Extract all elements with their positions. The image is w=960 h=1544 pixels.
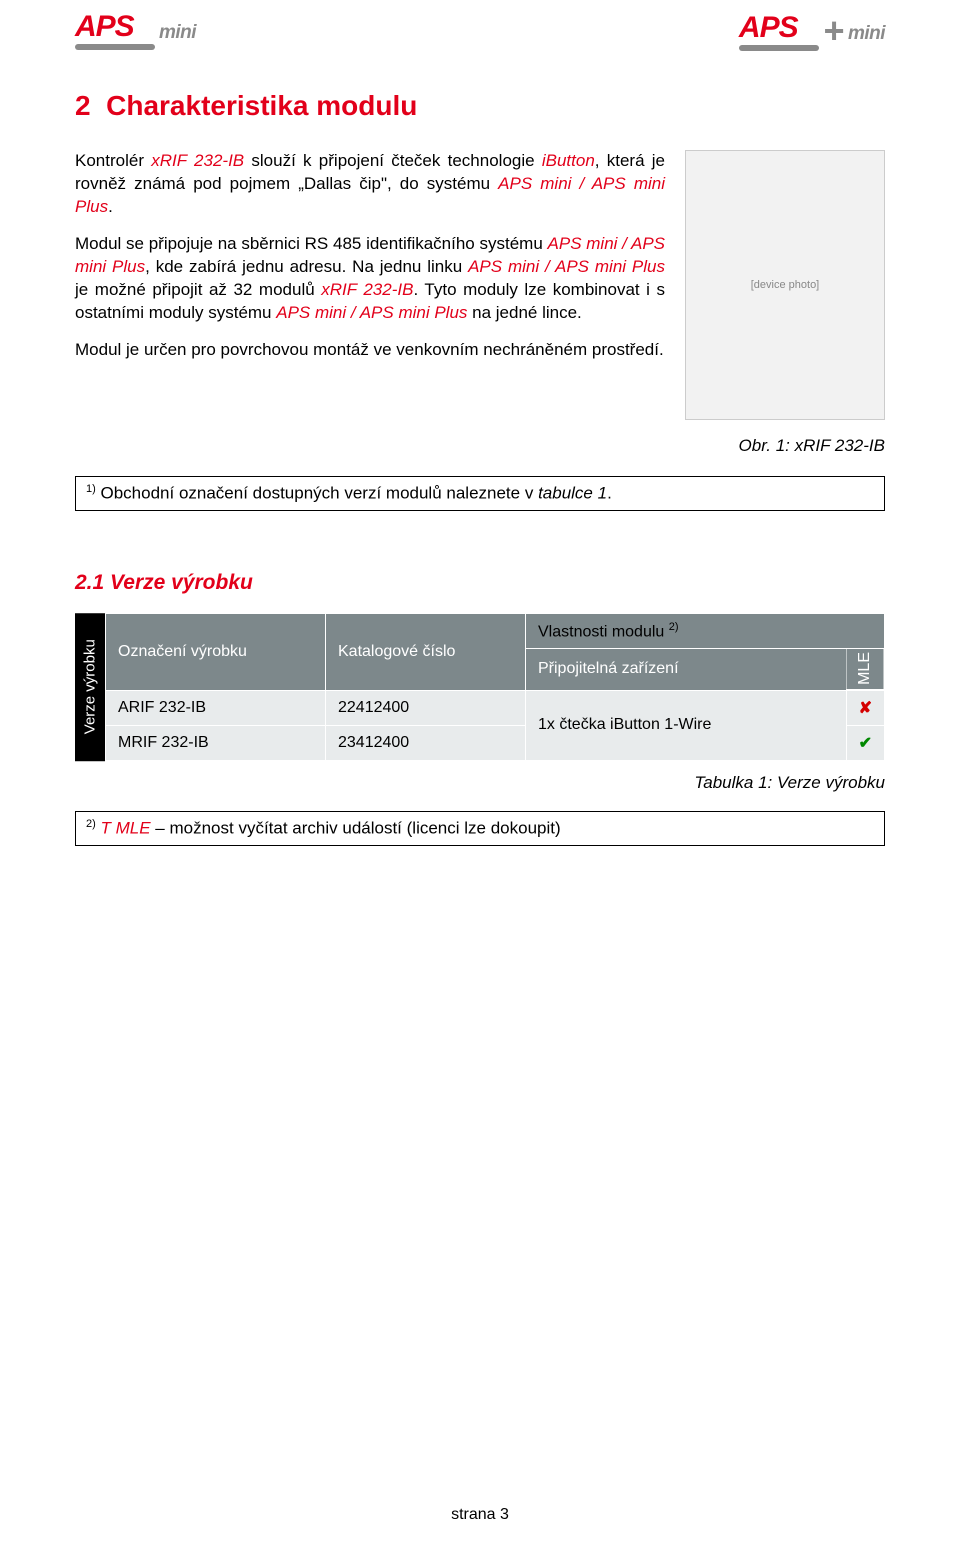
- logo-mini-text: mini: [159, 16, 196, 44]
- mle-mark-x: ✘: [846, 690, 884, 725]
- col-devices: Připojitelná zařízení: [526, 648, 847, 690]
- col-catalog: Katalogové číslo: [326, 613, 526, 690]
- table-row: MRIF 232-IB: [106, 725, 326, 760]
- table-row: ARIF 232-IB: [106, 690, 326, 725]
- figure-caption: Obr. 1: xRIF 232-IB: [75, 436, 885, 456]
- logo-aps-text: APS: [75, 10, 155, 44]
- intro-block: Kontrolér xRIF 232-IB slouží k připojení…: [75, 150, 885, 420]
- col-product: Označení výrobku: [106, 613, 326, 690]
- note-box-1: 1) Obchodní označení dostupných verzí mo…: [75, 476, 885, 511]
- intro-p3: Modul je určen pro povrchovou montáž ve …: [75, 339, 665, 362]
- col-props: Vlastnosti modulu 2): [526, 613, 885, 648]
- intro-text: Kontrolér xRIF 232-IB slouží k připojení…: [75, 150, 665, 420]
- page-content: 2 Charakteristika modulu Kontrolér xRIF …: [0, 60, 960, 846]
- table-vert-label: Verze výrobku: [75, 613, 105, 761]
- subsection-title: 2.1 Verze výrobku: [75, 571, 885, 595]
- table: Označení výrobku Katalogové číslo Vlastn…: [105, 613, 885, 761]
- mle-mark-v: ✔: [846, 725, 884, 760]
- logo-left: APS mini: [75, 10, 196, 50]
- logo-mini-text-r: mini: [848, 17, 885, 45]
- page-header: APS mini APS + mini: [0, 0, 960, 60]
- device-photo: [device photo]: [685, 150, 885, 420]
- intro-p2: Modul se připojuje na sběrnici RS 485 id…: [75, 233, 665, 325]
- col-mle: MLE: [846, 648, 884, 690]
- section-title: 2 Charakteristika modulu: [75, 90, 885, 122]
- table-caption: Tabulka 1: Verze výrobku: [75, 773, 885, 793]
- table-cell-devices: 1x čtečka iButton 1-Wire: [526, 690, 847, 760]
- table-cell: 23412400: [326, 725, 526, 760]
- table-cell: 22412400: [326, 690, 526, 725]
- plus-icon: +: [823, 10, 844, 52]
- page-footer: strana 3: [0, 1506, 960, 1524]
- version-table: Verze výrobku Označení výrobku Katalogov…: [75, 613, 885, 761]
- note-box-2: 2) T MLE – možnost vyčítat archiv událos…: [75, 811, 885, 846]
- intro-p1: Kontrolér xRIF 232-IB slouží k připojení…: [75, 150, 665, 219]
- logo-right: APS + mini: [739, 10, 885, 52]
- logo-aps-text-r: APS: [739, 11, 819, 45]
